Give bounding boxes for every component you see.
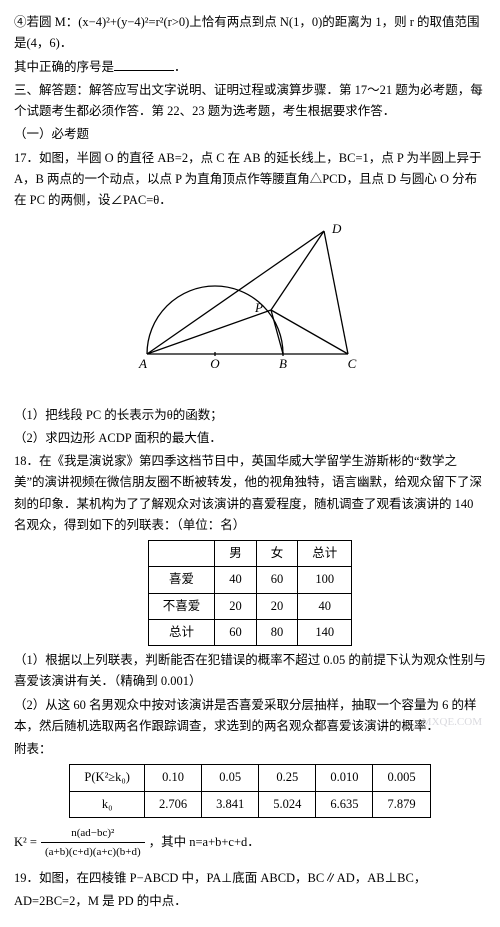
q17-part1: （1）把线段 PC 的长表示为θ的函数；	[14, 405, 486, 426]
table-cell: 20	[215, 593, 257, 619]
k-square-formula: K² = n(ad−bc)² (a+b)(c+d)(a+c)(b+d) ，其中 …	[14, 824, 486, 862]
svg-text:B: B	[279, 356, 287, 371]
table-cell: 100	[298, 567, 352, 593]
table-cell: k₀	[70, 791, 145, 817]
table-cell: 140	[298, 619, 352, 645]
table-cell: 3.841	[202, 791, 259, 817]
table-cell: P(K²≥k₀)	[70, 765, 145, 791]
section-3-subheading: （一）必考题	[14, 124, 486, 145]
formula-tail: ，其中 n=a+b+c+d．	[149, 832, 260, 853]
svg-text:P: P	[254, 300, 263, 315]
list-item-4: ④若圆 M：(x−4)²+(y−4)²=r²(r>0)上恰有两点到点 N(1，0…	[14, 12, 486, 55]
table-header-cell	[148, 541, 215, 567]
table-header-cell: 女	[256, 541, 298, 567]
table-row: 不喜爱202040	[148, 593, 352, 619]
table-cell: 2.706	[144, 791, 201, 817]
table-cell: 20	[256, 593, 298, 619]
table-cell: 80	[256, 619, 298, 645]
table-cell: 喜爱	[148, 567, 215, 593]
figure-semicircle: A O B C P D	[14, 219, 486, 396]
table-cell: 60	[256, 567, 298, 593]
formula-numerator: n(ad−bc)²	[41, 824, 145, 844]
formula-fraction: n(ad−bc)² (a+b)(c+d)(a+c)(b+d)	[41, 824, 145, 862]
q18-part2: （2）从这 60 名男观众中按对该演讲是否喜爱采取分层抽样，抽取一个容量为 6 …	[14, 695, 486, 738]
table-cell: 5.024	[259, 791, 316, 817]
table-cell: 40	[215, 567, 257, 593]
table-cell: 6.635	[316, 791, 373, 817]
table-header-cell: 男	[215, 541, 257, 567]
table-cell: 不喜爱	[148, 593, 215, 619]
svg-text:O: O	[210, 356, 220, 371]
formula-lhs: K² =	[14, 832, 37, 853]
q19-stem-a: 19．如图，在四棱锥 P−ABCD 中，PA⊥底面 ABCD，BC∥AD，AB⊥…	[14, 868, 486, 889]
table-row: P(K²≥k₀)0.100.050.250.0100.005	[70, 765, 430, 791]
attachment-label: 附表：	[14, 739, 486, 760]
period: ．	[174, 60, 187, 74]
table-cell: 0.005	[373, 765, 430, 791]
k-square-table: P(K²≥k₀)0.100.050.250.0100.005k₀2.7063.8…	[69, 764, 430, 818]
q17-part2: （2）求四边形 ACDP 面积的最大值．	[14, 428, 486, 449]
table-cell: 7.879	[373, 791, 430, 817]
table-row: 喜爱4060100	[148, 567, 352, 593]
answer-line: 其中正确的序号是 ．	[14, 57, 486, 78]
table-cell: 0.010	[316, 765, 373, 791]
table-header-cell: 总计	[298, 541, 352, 567]
figure-svg: A O B C P D	[120, 219, 380, 389]
q18-part1: （1）根据以上列联表，判断能否在犯错误的概率不超过 0.05 的前提下认为观众性…	[14, 650, 486, 693]
table-row: 总计6080140	[148, 619, 352, 645]
svg-text:A: A	[138, 356, 147, 371]
svg-text:D: D	[331, 221, 342, 236]
table-cell: 40	[298, 593, 352, 619]
table-cell: 0.10	[144, 765, 201, 791]
table-row: k₀2.7063.8415.0246.6357.879	[70, 791, 430, 817]
blank-fill	[114, 58, 174, 71]
contingency-table: 男女总计喜爱4060100不喜爱202040总计6080140	[148, 540, 353, 646]
section-3-heading: 三、解答题：解答应写出文字说明、证明过程或演算步骤．第 17～21 题为必考题，…	[14, 80, 486, 123]
svg-text:C: C	[348, 356, 357, 371]
formula-denominator: (a+b)(c+d)(a+c)(b+d)	[41, 843, 145, 862]
table-cell: 60	[215, 619, 257, 645]
q17-stem: 17．如图，半圆 O 的直径 AB=2，点 C 在 AB 的延长线上，BC=1，…	[14, 148, 486, 212]
q19-stem-b: AD=2BC=2，M 是 PD 的中点．	[14, 891, 486, 912]
table-cell: 0.05	[202, 765, 259, 791]
table-cell: 0.25	[259, 765, 316, 791]
table-cell: 总计	[148, 619, 215, 645]
answer-line-text: 其中正确的序号是	[14, 60, 114, 74]
q18-stem: 18．在《我是演说家》第四季这档节目中，英国华威大学留学生游斯彬的“数学之美”的…	[14, 451, 486, 536]
